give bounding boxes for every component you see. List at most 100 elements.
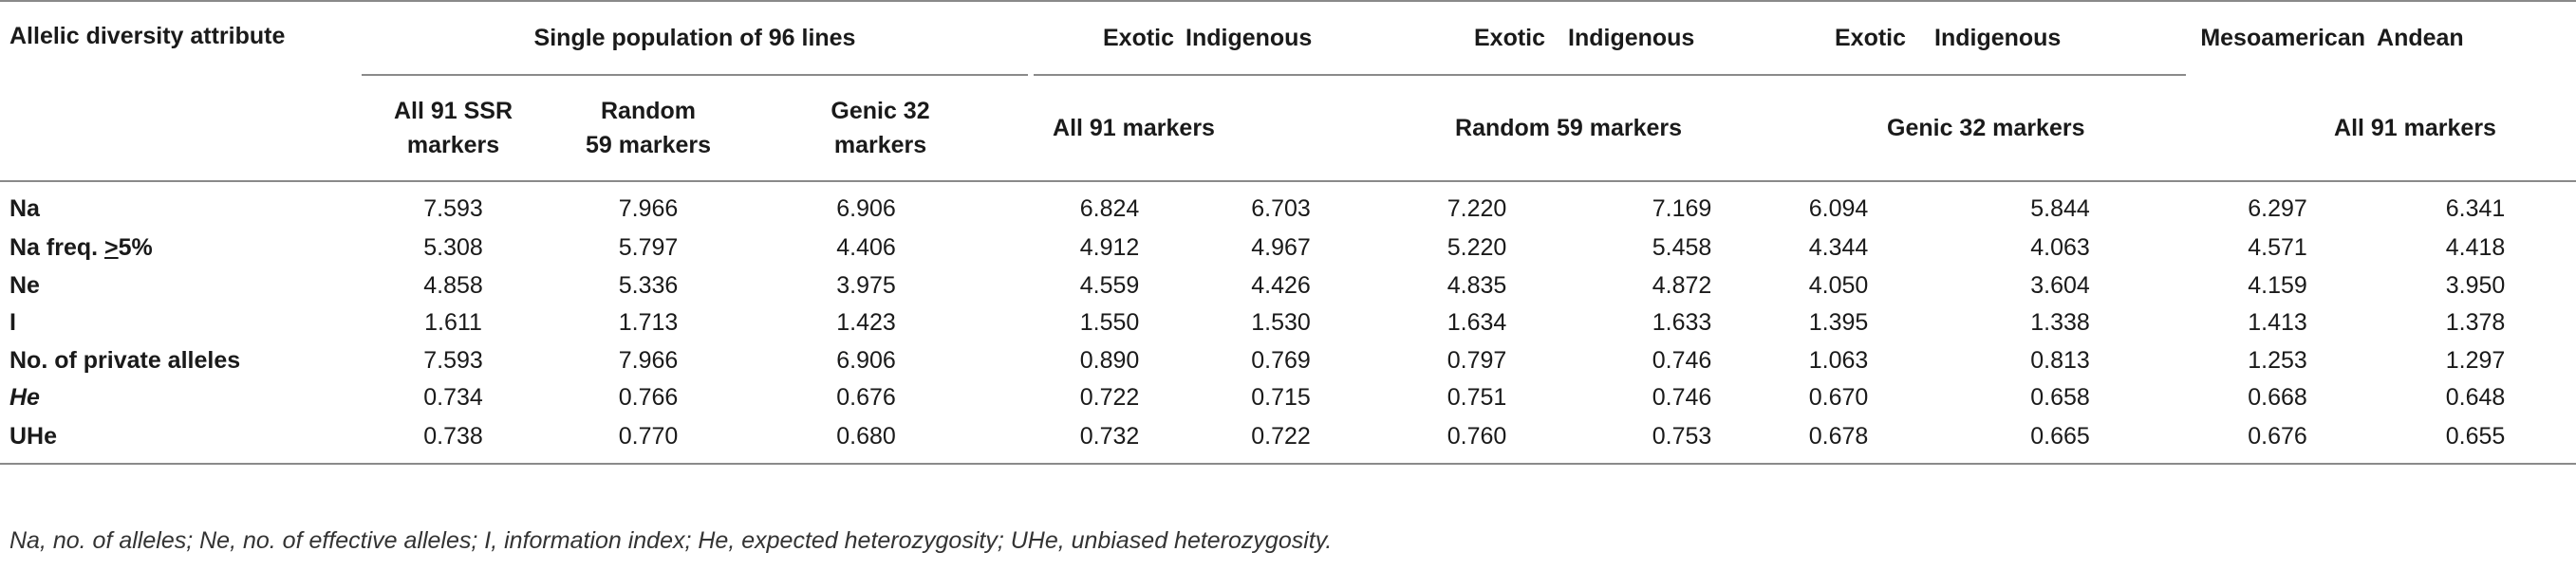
table-cell: 4.344	[1808, 234, 1869, 262]
table-row: Ne 4.858 5.336 3.975 4.559 4.426 4.835 4.872 4.0…	[0, 267, 2576, 305]
table-cell: 3.604	[2030, 271, 2090, 299]
greater-equal-symbol: >	[104, 234, 119, 262]
header-row-markers: All 91 SSR markers Random 59 markers Gen…	[0, 74, 2576, 181]
table-cell: 1.530	[1251, 309, 1311, 337]
table-cell: 5.308	[423, 234, 483, 262]
table-cell: 7.966	[618, 346, 679, 374]
table-row: Na 7.593 7.966 6.906 6.824 6.703 7.220 7.169 6.0…	[0, 181, 2576, 230]
table-row: No. of private alleles 7.593 7.966 6.906 0.8…	[0, 342, 2576, 380]
table-cell: 3.950	[2445, 271, 2506, 299]
table-cell: 3.975	[836, 271, 896, 299]
col-header-attribute: Allelic diversity attribute	[0, 0, 356, 181]
table-cell: 6.824	[1079, 194, 1140, 222]
col-header-genic32-c: Genic 32 markers	[1805, 74, 2187, 181]
col-header-random59: Random 59 markers	[585, 97, 712, 158]
table-cell: 7.220	[1447, 194, 1507, 222]
table-cell: 0.769	[1251, 346, 1311, 374]
table-cell: 6.906	[836, 194, 896, 222]
table-cell: 4.912	[1079, 234, 1140, 262]
table-cell: 4.872	[1652, 271, 1712, 299]
table-cell: 0.648	[2445, 384, 2506, 412]
col-header-indigenous-1: Indigenous	[1185, 0, 1415, 75]
table-cell: 0.665	[1934, 416, 2187, 465]
col-header-genic32: Genic 32 markers	[831, 97, 930, 158]
table-cell: 0.715	[1251, 384, 1311, 412]
table-cell: 0.751	[1447, 384, 1507, 412]
table-cell: 4.406	[836, 234, 896, 262]
table-row: UHe 0.738 0.770 0.680 0.732 0.722 0.760 0.753 0.…	[0, 416, 2576, 465]
table-cell: 0.746	[1652, 346, 1712, 374]
col-header-all91-a: All 91 markers	[1034, 74, 1415, 181]
header-row-groups: Allelic diversity attribute Single popul…	[0, 0, 2576, 181]
row-label: He	[9, 384, 40, 412]
table-cell: 0.678	[1805, 416, 1935, 465]
table-cell: 4.418	[2445, 234, 2506, 262]
table-cell: 0.753	[1568, 416, 1806, 465]
col-header-random59-b: Random 59 markers	[1414, 74, 1806, 181]
table-cell: 6.906	[836, 346, 896, 374]
table-body: Na 7.593 7.966 6.906 6.824 6.703 7.220 7.169 6.0…	[0, 181, 2576, 465]
table-cell: 1.063	[1808, 346, 1869, 374]
table-cell: 0.770	[551, 416, 746, 465]
table-cell: 0.668	[2248, 384, 2307, 412]
table-cell: 6.297	[2248, 194, 2307, 222]
table-cell: 4.571	[2248, 234, 2307, 262]
table-cell: 1.633	[1652, 309, 1712, 337]
table-cell: 1.297	[2445, 346, 2506, 374]
table-cell: 1.634	[1447, 309, 1507, 337]
table-cell: 4.559	[1079, 271, 1140, 299]
table-footnote: Na, no. of alleles; Ne, no. of effective…	[9, 527, 1333, 554]
table-cell: 0.797	[1447, 346, 1507, 374]
table-cell: 7.169	[1652, 194, 1712, 222]
table-cell: 0.658	[2030, 384, 2090, 412]
row-label-suffix: 5%	[118, 234, 153, 262]
table-cell: 5.336	[618, 271, 679, 299]
col-header-andean: Andean	[2375, 0, 2576, 75]
table-cell: 0.655	[2375, 416, 2576, 465]
table-cell: 5.458	[1652, 234, 1712, 262]
table-cell: 1.413	[2248, 309, 2307, 337]
table-cell: 1.550	[1079, 309, 1140, 337]
table-cell: 1.338	[2030, 309, 2090, 337]
table-cell: 0.722	[1185, 416, 1415, 465]
col-header-exotic-1: Exotic	[1034, 0, 1186, 75]
table-cell: 4.426	[1251, 271, 1311, 299]
table-cell: 0.722	[1079, 384, 1140, 412]
row-label: I	[9, 309, 16, 337]
col-header-single-population: Single population of 96 lines	[356, 0, 1035, 77]
table-cell: 6.094	[1808, 194, 1869, 222]
table-cell: 0.813	[2030, 346, 2090, 374]
allelic-diversity-table: Allelic diversity attribute Single popul…	[0, 0, 2576, 465]
table-cell: 0.680	[746, 416, 1035, 465]
col-header-indigenous-3: Indigenous	[1934, 0, 2187, 75]
table-cell: 4.159	[2248, 271, 2307, 299]
col-header-exotic-2: Exotic	[1414, 0, 1569, 75]
table-cell: 7.593	[423, 346, 483, 374]
table-row: I 1.611 1.713 1.423 1.550 1.530 1.634 1.633 1.39…	[0, 304, 2576, 342]
table-cell: 0.760	[1414, 416, 1569, 465]
row-label: UHe	[0, 416, 356, 465]
table-cell: 1.611	[424, 309, 482, 337]
table-cell: 0.732	[1034, 416, 1186, 465]
table-cell: 5.220	[1447, 234, 1507, 262]
table-row: Na freq. >5% 5.308 5.797 4.406 4.912 4.967 5.2…	[0, 230, 2576, 267]
table-cell: 0.746	[1652, 384, 1712, 412]
table-cell: 1.378	[2445, 309, 2506, 337]
row-label: Na freq. >5%	[0, 230, 356, 267]
table-cell: 4.050	[1808, 271, 1869, 299]
table-cell: 7.593	[423, 194, 483, 222]
table-cell: 6.341	[2445, 194, 2506, 222]
table-cell: 0.676	[2186, 416, 2376, 465]
table-cell: 0.890	[1079, 346, 1140, 374]
table-cell: 0.766	[618, 384, 679, 412]
row-label: Na	[9, 194, 40, 222]
col-header-mesoamerican: Mesoamerican	[2186, 0, 2376, 75]
table-cell: 6.703	[1251, 194, 1311, 222]
table-cell: 0.734	[423, 384, 483, 412]
row-label: Ne	[9, 271, 40, 299]
table-cell: 4.967	[1251, 234, 1311, 262]
row-label: No. of private alleles	[9, 346, 241, 374]
table-cell: 4.835	[1447, 271, 1507, 299]
table-cell: 7.966	[618, 194, 679, 222]
